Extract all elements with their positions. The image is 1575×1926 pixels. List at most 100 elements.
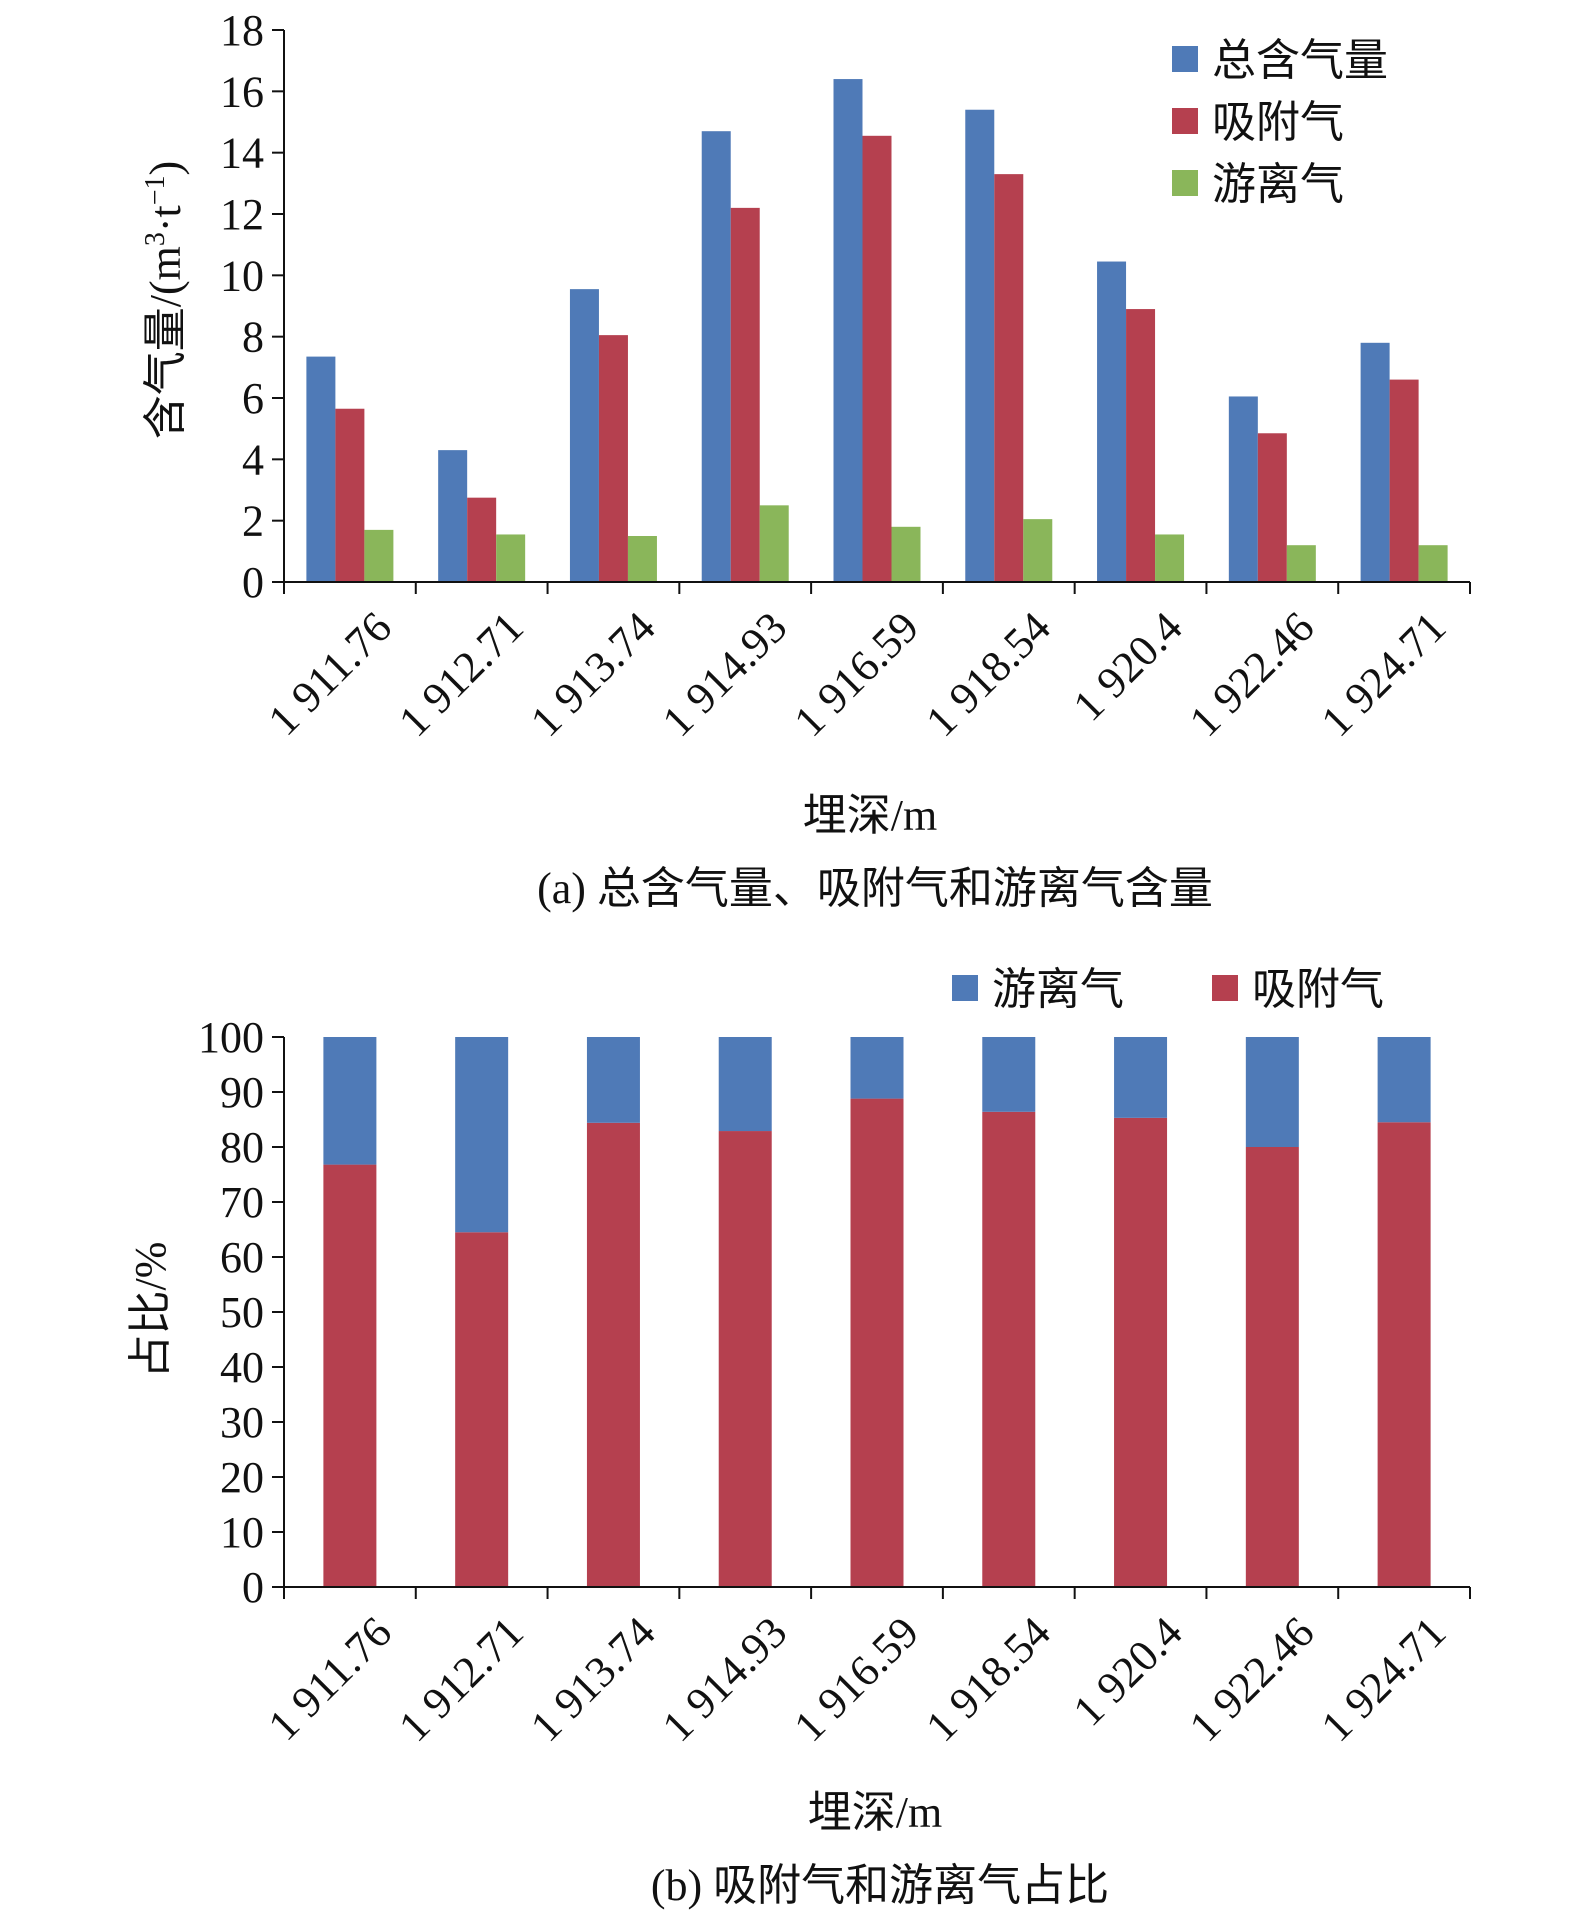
bar-吸附气-1 913.74 [586, 1122, 640, 1587]
bar-总含气量-1 913.74 [569, 289, 599, 582]
bar-游离气-1 916.59 [850, 1037, 904, 1099]
bar-游离气-1 911.76 [323, 1037, 377, 1165]
bar-游离气-1 912.71 [455, 1037, 509, 1233]
y-tick-label: 70 [220, 1178, 264, 1227]
y-tick-label: 100 [198, 1013, 264, 1062]
chart-a-bars [306, 79, 1448, 583]
chart-a-caption: (a) 总含气量、吸附气和游离气含量 [537, 864, 1213, 913]
bar-游离气-1 914.93 [718, 1037, 772, 1132]
bar-总含气量-1 911.76 [306, 356, 336, 582]
y-tick-label: 10 [220, 251, 264, 300]
y-tick-label: 16 [220, 67, 264, 116]
x-tick-label: 1 924.71 [1312, 602, 1456, 746]
x-tick-label: 1 924.71 [1312, 1607, 1456, 1751]
x-tick-label: 1 918.54 [916, 1607, 1060, 1751]
bar-吸附气-1 912.71 [467, 497, 497, 582]
y-tick-label: 18 [220, 6, 264, 55]
chart-b-x-axis-label: 埋深/m [808, 1788, 942, 1837]
chart-a-y-axis-label: 含气量/(m3·t−1) [140, 161, 190, 439]
x-tick-label: 1 914.93 [653, 602, 797, 746]
y-tick-label: 4 [242, 435, 264, 484]
legend-label-free-gas: 游离气 [1212, 160, 1344, 209]
bar-吸附气-1 916.59 [862, 135, 892, 583]
y-tick-label: 60 [220, 1233, 264, 1282]
chart-a-axes [272, 29, 1471, 594]
chart-b-caption: (b) 吸附气和游离气占比 [651, 1861, 1109, 1910]
bar-游离气-1 914.93 [759, 505, 789, 582]
bar-吸附气-1 924.71 [1377, 1122, 1431, 1587]
legend-swatch-adsorbed-gas [1172, 108, 1198, 134]
bar-总含气量-1 914.93 [701, 131, 731, 582]
bar-吸附气-1 922.46 [1245, 1147, 1299, 1587]
x-tick-label: 1 912.71 [389, 1607, 533, 1751]
chart-a-x-tick-labels: 1 911.761 912.711 913.741 914.931 916.59… [259, 602, 1456, 746]
bar-总含气量-1 924.71 [1360, 342, 1390, 582]
y-tick-label: 10 [220, 1508, 264, 1557]
y-tick-label: 50 [220, 1288, 264, 1337]
chart-a-x-axis-label: 埋深/m [803, 791, 937, 840]
y-tick-label: 90 [220, 1068, 264, 1117]
bar-吸附气-1 916.59 [850, 1098, 904, 1587]
chart-a-legend: 总含气量 吸附气 游离气 [1172, 36, 1388, 209]
x-tick-label: 1 916.59 [785, 602, 929, 746]
bar-吸附气-1 914.93 [730, 207, 760, 582]
x-tick-label: 1 913.74 [521, 1607, 665, 1751]
x-tick-label: 1 922.46 [1180, 1607, 1324, 1751]
bar-游离气-1 913.74 [586, 1037, 640, 1123]
x-tick-label: 1 920.4 [1064, 1607, 1192, 1735]
bar-游离气-1 911.76 [364, 529, 394, 582]
bar-游离气-1 924.71 [1418, 545, 1448, 582]
y-tick-label: 30 [220, 1398, 264, 1447]
y-tick-label: 40 [220, 1343, 264, 1392]
bar-游离气-1 918.54 [1023, 519, 1053, 582]
chart-b-y-axis-label: 占比/% [126, 1242, 175, 1379]
bar-游离气-1 920.4 [1155, 534, 1185, 582]
bar-吸附气-1 913.74 [598, 335, 628, 582]
legend-label-total-gas: 总含气量 [1212, 36, 1388, 85]
y-tick-label: 12 [220, 190, 264, 239]
bar-吸附气-1 920.4 [1126, 309, 1156, 582]
bar-游离气-1 916.59 [891, 526, 921, 582]
x-tick-label: 1 914.93 [653, 1607, 797, 1751]
bar-游离气-1 913.74 [627, 536, 657, 582]
legend-label-adsorbed-gas: 吸附气 [1212, 98, 1344, 147]
chart-b-y-tick-labels: 0 10 20 30 40 50 60 70 80 90 100 [198, 1013, 264, 1612]
x-tick-label: 1 911.76 [259, 1607, 401, 1749]
legend-swatch-total-gas [1172, 46, 1198, 72]
bar-吸附气-1 912.71 [455, 1232, 509, 1587]
bar-总含气量-1 922.46 [1228, 396, 1258, 582]
legend-swatch-adsorbed-gas [1212, 975, 1238, 1001]
y-tick-label: 14 [220, 129, 264, 178]
bar-总含气量-1 912.71 [438, 450, 468, 582]
x-tick-label: 1 911.76 [259, 602, 401, 744]
chart-b-bars [323, 1037, 1431, 1587]
bar-游离气-1 924.71 [1377, 1037, 1431, 1123]
bar-吸附气-1 914.93 [718, 1131, 772, 1587]
chart-b-x-tick-labels: 1 911.761 912.711 913.741 914.931 916.59… [259, 1607, 1456, 1751]
chart-a: 0 2 4 6 8 10 12 14 16 18 1 911.761 912.711 913.74… [140, 6, 1471, 913]
bar-游离气-1 920.4 [1114, 1037, 1168, 1118]
bar-总含气量-1 916.59 [833, 79, 863, 583]
chart-a-y-tick-labels: 0 2 4 6 8 10 12 14 16 18 [220, 6, 264, 607]
legend-swatch-free-gas [952, 975, 978, 1001]
bar-总含气量-1 920.4 [1097, 261, 1127, 582]
legend-label-adsorbed-gas: 吸附气 [1252, 965, 1384, 1014]
y-tick-label: 0 [242, 558, 264, 607]
bar-游离气-1 918.54 [982, 1037, 1036, 1112]
bar-吸附气-1 924.71 [1389, 379, 1419, 582]
bar-游离气-1 912.71 [496, 534, 526, 582]
y-tick-label: 20 [220, 1453, 264, 1502]
y-tick-label: 8 [242, 313, 264, 362]
bar-游离气-1 922.46 [1286, 545, 1316, 582]
y-tick-label: 80 [220, 1123, 264, 1172]
x-tick-label: 1 922.46 [1180, 602, 1324, 746]
x-tick-label: 1 912.71 [389, 602, 533, 746]
bar-吸附气-1 918.54 [982, 1111, 1036, 1587]
bar-吸附气-1 911.76 [335, 408, 365, 582]
bar-总含气量-1 918.54 [965, 109, 995, 582]
chart-b-axes [272, 1036, 1471, 1599]
chart-b-legend: 游离气 吸附气 [952, 965, 1384, 1014]
bar-吸附气-1 920.4 [1114, 1117, 1168, 1587]
